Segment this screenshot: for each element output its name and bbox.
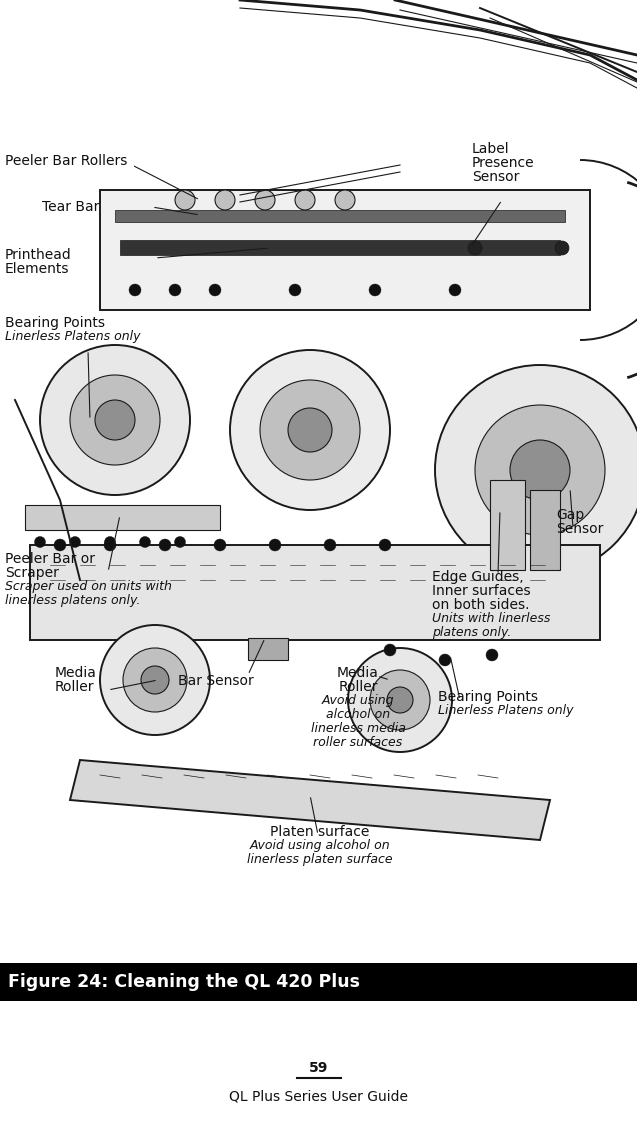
Text: Presence: Presence (472, 156, 534, 170)
Text: Scraper: Scraper (5, 566, 59, 580)
Circle shape (129, 284, 141, 296)
Circle shape (269, 539, 281, 551)
Circle shape (100, 625, 210, 735)
Polygon shape (120, 240, 560, 254)
Text: Linerless Platens only: Linerless Platens only (5, 330, 141, 343)
Circle shape (468, 241, 482, 254)
Circle shape (510, 440, 570, 500)
Text: Elements: Elements (5, 262, 69, 276)
Text: platens only.: platens only. (432, 625, 512, 639)
Bar (490, 480, 525, 570)
Text: 59: 59 (309, 1061, 328, 1074)
Circle shape (104, 539, 116, 551)
Text: Avoid using alcohol on: Avoid using alcohol on (250, 839, 390, 852)
Text: Media: Media (337, 666, 379, 680)
Circle shape (370, 670, 430, 729)
Bar (0, 962, 637, 1001)
Text: Roller: Roller (338, 680, 378, 694)
Circle shape (215, 190, 235, 210)
Circle shape (449, 284, 461, 296)
Circle shape (260, 380, 360, 480)
Circle shape (379, 539, 391, 551)
Text: linerless platen surface: linerless platen surface (247, 853, 393, 866)
Text: Sensor: Sensor (556, 523, 603, 536)
Bar (248, 638, 288, 661)
Text: Bar Sensor: Bar Sensor (178, 674, 254, 688)
Text: Media: Media (55, 666, 97, 680)
Text: Label: Label (472, 143, 510, 156)
Text: Sensor: Sensor (472, 170, 519, 184)
Circle shape (435, 365, 637, 575)
Circle shape (324, 539, 336, 551)
Polygon shape (25, 506, 220, 530)
Text: Units with linerless: Units with linerless (432, 612, 550, 625)
Circle shape (348, 648, 452, 752)
Text: Avoid using: Avoid using (322, 694, 394, 707)
Circle shape (288, 408, 332, 452)
Text: Bearing Points: Bearing Points (438, 690, 538, 703)
Polygon shape (30, 545, 600, 640)
Text: Printhead: Printhead (5, 248, 72, 262)
Text: Figure 24: Cleaning the QL 420 Plus: Figure 24: Cleaning the QL 420 Plus (8, 973, 360, 991)
Circle shape (34, 536, 45, 547)
Circle shape (255, 190, 275, 210)
Circle shape (369, 284, 381, 296)
Circle shape (123, 648, 187, 713)
Text: Peeler Bar Rollers: Peeler Bar Rollers (5, 154, 127, 169)
Text: alcohol on: alcohol on (326, 708, 390, 720)
Text: Gap: Gap (556, 508, 584, 523)
Circle shape (289, 284, 301, 296)
Polygon shape (100, 190, 590, 310)
Text: Tear Bar: Tear Bar (42, 200, 99, 214)
Circle shape (439, 654, 451, 666)
Circle shape (295, 190, 315, 210)
Text: Bearing Points: Bearing Points (5, 316, 105, 330)
Text: QL Plus Series User Guide: QL Plus Series User Guide (229, 1089, 408, 1103)
Circle shape (169, 284, 181, 296)
Circle shape (70, 375, 160, 465)
Circle shape (54, 539, 66, 551)
Circle shape (335, 190, 355, 210)
Circle shape (95, 400, 135, 440)
Circle shape (214, 539, 226, 551)
Polygon shape (70, 760, 550, 840)
Circle shape (555, 241, 569, 254)
Circle shape (230, 349, 390, 510)
Circle shape (40, 345, 190, 495)
Circle shape (175, 190, 195, 210)
Circle shape (486, 649, 498, 661)
Circle shape (175, 536, 185, 547)
Circle shape (69, 536, 80, 547)
Circle shape (141, 666, 169, 694)
Circle shape (475, 405, 605, 535)
Text: Inner surfaces: Inner surfaces (432, 584, 531, 598)
Circle shape (209, 284, 221, 296)
Text: Edge Guides,: Edge Guides, (432, 570, 524, 584)
Circle shape (387, 687, 413, 713)
Text: linerless platens only.: linerless platens only. (5, 594, 140, 607)
Circle shape (159, 539, 171, 551)
Polygon shape (115, 210, 565, 222)
Text: Platen surface: Platen surface (270, 824, 369, 839)
Text: Linerless Platens only: Linerless Platens only (438, 703, 573, 717)
Text: Roller: Roller (55, 680, 94, 694)
Circle shape (104, 536, 115, 547)
Text: roller surfaces: roller surfaces (313, 736, 403, 749)
Text: Scraper used on units with: Scraper used on units with (5, 580, 172, 593)
Text: Peeler Bar or: Peeler Bar or (5, 552, 95, 566)
Bar (530, 490, 560, 570)
Text: on both sides.: on both sides. (432, 598, 529, 612)
Text: linerless media: linerless media (311, 722, 405, 735)
Circle shape (384, 644, 396, 656)
Circle shape (140, 536, 150, 547)
